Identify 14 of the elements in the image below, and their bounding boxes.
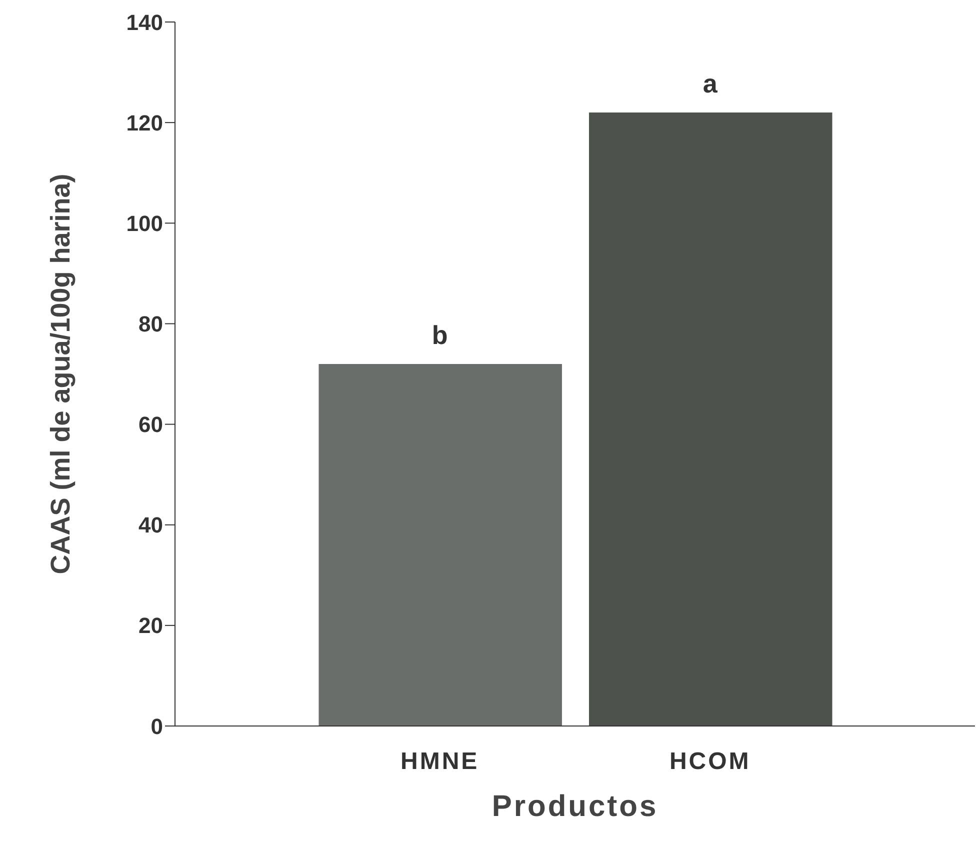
y-tick-label: 140 xyxy=(126,10,163,35)
y-tick-label: 0 xyxy=(150,714,163,739)
y-tick-label: 100 xyxy=(126,210,163,236)
y-tick-label: 20 xyxy=(138,613,163,638)
y-tick-label: 40 xyxy=(138,512,163,538)
x-tick-label: HCOM xyxy=(669,748,751,776)
annotation: b xyxy=(432,320,448,350)
y-tick-label: 120 xyxy=(126,110,163,136)
y-axis-title: CAAS (ml de agua/100g harina) xyxy=(46,174,76,574)
x-axis-title: Productos xyxy=(492,790,658,823)
y-tick-label: 80 xyxy=(138,312,163,337)
y-tick-label: 60 xyxy=(138,412,163,438)
annotation: a xyxy=(702,68,718,99)
x-tick-label: HMNE xyxy=(400,748,480,776)
